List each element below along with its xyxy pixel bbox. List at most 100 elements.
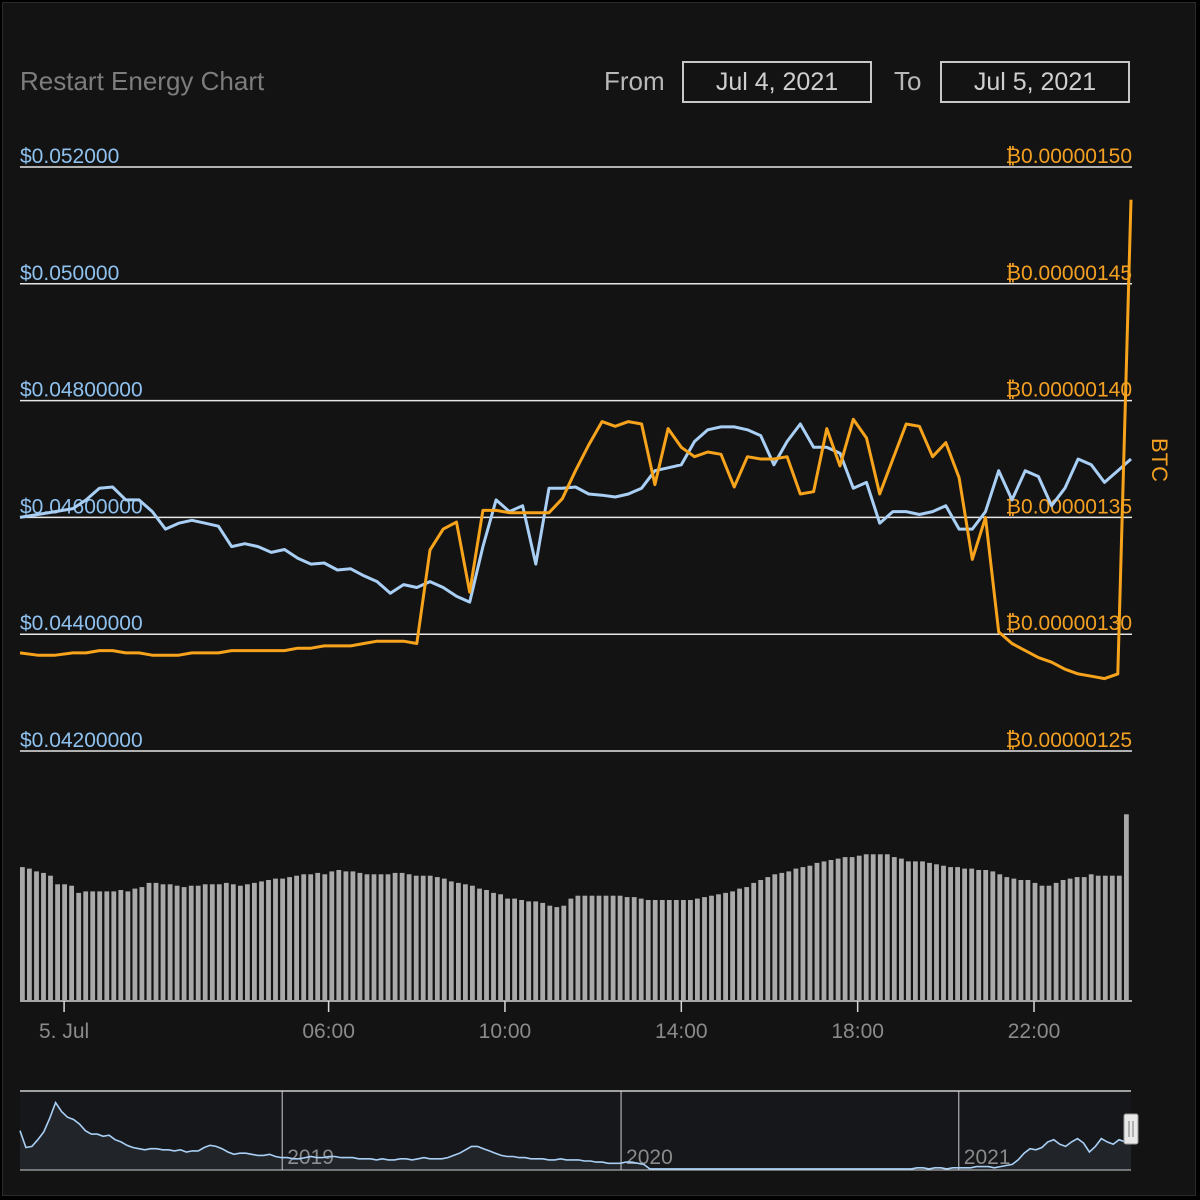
volume-bar xyxy=(301,874,307,1000)
volume-bar xyxy=(329,871,335,1000)
volume-bar xyxy=(456,882,461,1000)
volume-bar xyxy=(716,894,721,1000)
volume-bar xyxy=(941,865,946,1000)
price-lines xyxy=(19,199,1133,681)
volume-bar xyxy=(645,900,651,1000)
volume-bar xyxy=(891,857,897,1000)
volume-bar xyxy=(751,882,757,1000)
volume-bar xyxy=(448,881,454,1000)
volume-bar xyxy=(1102,875,1108,1000)
x-tick-label: 14:00 xyxy=(655,1020,708,1043)
volume-bar xyxy=(1060,880,1066,1000)
volume-bar xyxy=(343,871,349,1000)
volume-bar xyxy=(962,868,967,1000)
volume-bar xyxy=(913,861,918,1000)
volume-bar xyxy=(111,891,117,1000)
btc-tick-label: ₿0.00000125 xyxy=(1006,729,1133,752)
btc-tick-label: ₿0.00000135 xyxy=(1006,495,1133,518)
volume-bar xyxy=(322,874,328,1000)
volume-bar xyxy=(681,900,686,1000)
volume-bar xyxy=(399,872,405,1000)
volume-bar xyxy=(273,878,278,1000)
x-tick-label: 18:00 xyxy=(831,1020,884,1043)
volume-bar xyxy=(1074,877,1080,1000)
volume-bar xyxy=(695,898,700,1000)
navigator-area xyxy=(20,1102,1131,1170)
volume-bar xyxy=(927,862,932,1000)
volume-bar xyxy=(146,882,152,1000)
range-navigator[interactable]: 201920202021 xyxy=(19,1090,1139,1171)
volume-bar xyxy=(392,872,398,1000)
volume-bar xyxy=(1032,882,1038,1000)
usd-tick-label: $0.050000 xyxy=(20,262,119,285)
volume-bar xyxy=(1095,875,1101,1000)
volume-bar xyxy=(153,882,159,1000)
to-label: To xyxy=(894,66,922,96)
volume-bar xyxy=(463,884,468,1000)
volume-bar xyxy=(90,891,96,1000)
from-date-input[interactable] xyxy=(682,61,872,103)
volume-bar xyxy=(118,890,124,1000)
btc-tick-label: ₿0.00000130 xyxy=(1006,612,1133,635)
volume-bar xyxy=(723,892,728,1000)
volume-bar xyxy=(62,884,67,1000)
volume-bar xyxy=(230,884,236,1000)
volume-bar xyxy=(202,884,208,1000)
volume-bar xyxy=(371,874,377,1000)
volume-bar xyxy=(821,861,827,1000)
to-date-input[interactable] xyxy=(940,61,1130,103)
usd-tick-label: $0.04400000 xyxy=(20,612,143,635)
usd-tick-label: $0.04800000 xyxy=(20,379,143,402)
volume-bar xyxy=(526,901,532,1000)
volume-bar xyxy=(294,875,299,1000)
btc-axis: ₿0.00000125 ₿0.00000130 ₿0.00000135 ₿0.0000… xyxy=(1006,145,1133,752)
volume-bar xyxy=(610,895,616,1000)
volume-bars xyxy=(20,814,1129,1000)
volume-bar xyxy=(596,895,602,1000)
x-tick-label: 5. Jul xyxy=(39,1020,89,1043)
volume-bar xyxy=(793,868,799,1000)
volume-bar xyxy=(568,898,574,1000)
volume-bar xyxy=(385,874,391,1000)
volume-bar xyxy=(104,891,110,1000)
volume-bar xyxy=(835,858,841,1000)
volume-bar xyxy=(948,867,953,1000)
volume-bar xyxy=(856,855,862,1000)
volume-bar xyxy=(870,854,876,1000)
volume-bar xyxy=(20,867,25,1000)
volume-bar xyxy=(969,868,975,1000)
volume-bar xyxy=(216,884,222,1000)
navigator-handle[interactable] xyxy=(1123,1113,1139,1145)
volume-bar xyxy=(125,891,131,1000)
x-tick-label: 06:00 xyxy=(302,1020,355,1043)
volume-bar xyxy=(69,885,74,1000)
volume-bar xyxy=(849,857,855,1000)
volume-bar xyxy=(160,884,166,1000)
x-tick-label: 10:00 xyxy=(479,1020,532,1043)
volume-bar xyxy=(174,885,180,1000)
volume-bar xyxy=(631,897,637,1000)
volume-bar xyxy=(673,900,679,1000)
volume-bar xyxy=(181,887,187,1000)
volume-bar xyxy=(315,872,321,1000)
volume-bar xyxy=(758,880,764,1000)
volume-bar xyxy=(27,868,32,1000)
volume-bar xyxy=(702,897,707,1000)
volume-bar xyxy=(1116,875,1122,1000)
volume-bar xyxy=(582,895,588,1000)
gridlines xyxy=(20,166,1132,752)
volume-bar xyxy=(139,887,145,1000)
volume-bar xyxy=(34,871,39,1000)
from-label: From xyxy=(604,66,665,96)
navigator-line xyxy=(19,1100,1132,1170)
volume-bar xyxy=(41,872,46,1000)
volume-bar xyxy=(427,875,433,1000)
volume-bar xyxy=(624,897,630,1000)
volume-bar xyxy=(477,888,482,1000)
volume-bar xyxy=(575,895,581,1000)
volume-bar xyxy=(976,870,982,1000)
volume-bar xyxy=(434,877,440,1000)
volume-bar xyxy=(188,885,194,1000)
volume-bar xyxy=(308,874,314,1000)
